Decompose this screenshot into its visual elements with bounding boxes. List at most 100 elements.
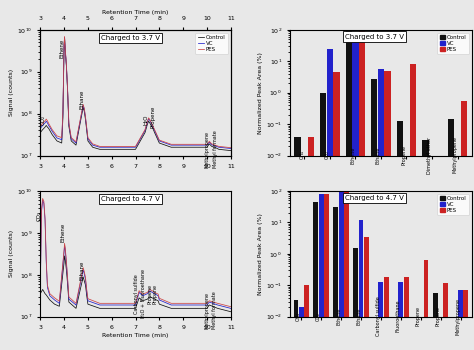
Control (39, 289, 45, 294)
VC (152, 292, 157, 296)
Control (168, 145, 174, 149)
Control (84, 128, 90, 133)
PES (82, 115, 88, 119)
Bar (399, 282, 403, 350)
Control (47, 128, 53, 133)
Bar (327, 49, 333, 350)
VC (64, 64, 69, 69)
PES (82, 270, 87, 274)
PES (40, 121, 46, 125)
PES (65, 277, 71, 281)
Control (216, 147, 222, 152)
PES (73, 140, 79, 144)
VC (168, 303, 174, 307)
VC (82, 107, 87, 112)
PES (47, 123, 53, 127)
Control (64, 268, 69, 273)
Text: Ethane: Ethane (79, 89, 84, 108)
VC (45, 285, 50, 289)
Control (40, 287, 46, 292)
Bar (358, 220, 364, 350)
Text: Propene: Propene (151, 106, 156, 128)
Bar (364, 237, 369, 350)
PES (216, 144, 222, 148)
Bar (320, 93, 327, 350)
VC (215, 303, 220, 307)
PES (61, 247, 67, 252)
Control (140, 299, 146, 303)
VC (109, 145, 115, 149)
Text: Ethene: Ethene (350, 146, 356, 164)
Control (168, 306, 174, 310)
Control (215, 306, 220, 310)
Control (180, 306, 186, 310)
PES (192, 301, 198, 306)
PES (156, 296, 162, 300)
PES (42, 216, 48, 220)
Text: Ethene: Ethene (60, 223, 65, 243)
Text: Propane: Propane (153, 284, 157, 304)
Line: Control: Control (40, 256, 231, 312)
Bar (444, 283, 448, 350)
PES (66, 295, 72, 299)
Control (42, 125, 48, 129)
Text: Propene: Propene (147, 284, 152, 304)
PES (142, 127, 148, 132)
Control (147, 121, 153, 125)
Control (152, 297, 157, 301)
VC (97, 303, 103, 307)
Control (97, 306, 103, 310)
Control (73, 143, 79, 147)
VC (65, 90, 71, 94)
Control (62, 36, 67, 40)
Bar (378, 282, 383, 350)
Control (121, 306, 127, 310)
VC (133, 303, 138, 307)
Control (68, 139, 74, 143)
VC (61, 250, 67, 254)
VC (136, 290, 142, 294)
Control (97, 147, 103, 152)
PES (85, 135, 91, 140)
PES (214, 144, 219, 148)
Control (61, 42, 67, 47)
Control (155, 299, 161, 303)
VC (56, 301, 62, 306)
VC (214, 144, 219, 148)
Control (44, 293, 49, 297)
Control (142, 131, 148, 135)
VC (82, 116, 88, 120)
Bar (293, 300, 299, 350)
VC (40, 123, 46, 127)
Control (45, 125, 50, 129)
Text: CO₂: CO₂ (41, 115, 46, 125)
Text: Methylpropene: Methylpropene (456, 298, 461, 335)
Control (228, 148, 234, 153)
Control (45, 294, 50, 299)
Text: H₂O: H₂O (144, 115, 149, 125)
Bar (319, 194, 324, 350)
Text: Ethane: Ethane (356, 307, 361, 325)
Text: Methylpropene: Methylpropene (204, 131, 210, 168)
Bar (383, 277, 389, 350)
Control (46, 126, 52, 131)
Control (37, 292, 43, 296)
Control (146, 119, 152, 123)
VC (207, 140, 212, 144)
PES (109, 301, 115, 306)
PES (207, 139, 212, 144)
VC (142, 128, 148, 133)
Line: PES: PES (40, 198, 231, 307)
Text: Ethene: Ethene (60, 39, 64, 58)
Text: Fluoroethane: Fluoroethane (396, 300, 401, 332)
Bar (403, 277, 409, 350)
VC (62, 243, 67, 247)
VC (84, 126, 90, 131)
PES (39, 208, 45, 212)
PES (145, 119, 150, 123)
Control (47, 298, 53, 302)
X-axis label: Retention Time (min): Retention Time (min) (102, 10, 169, 15)
PES (80, 102, 86, 106)
Bar (433, 293, 438, 350)
VC (37, 287, 43, 292)
